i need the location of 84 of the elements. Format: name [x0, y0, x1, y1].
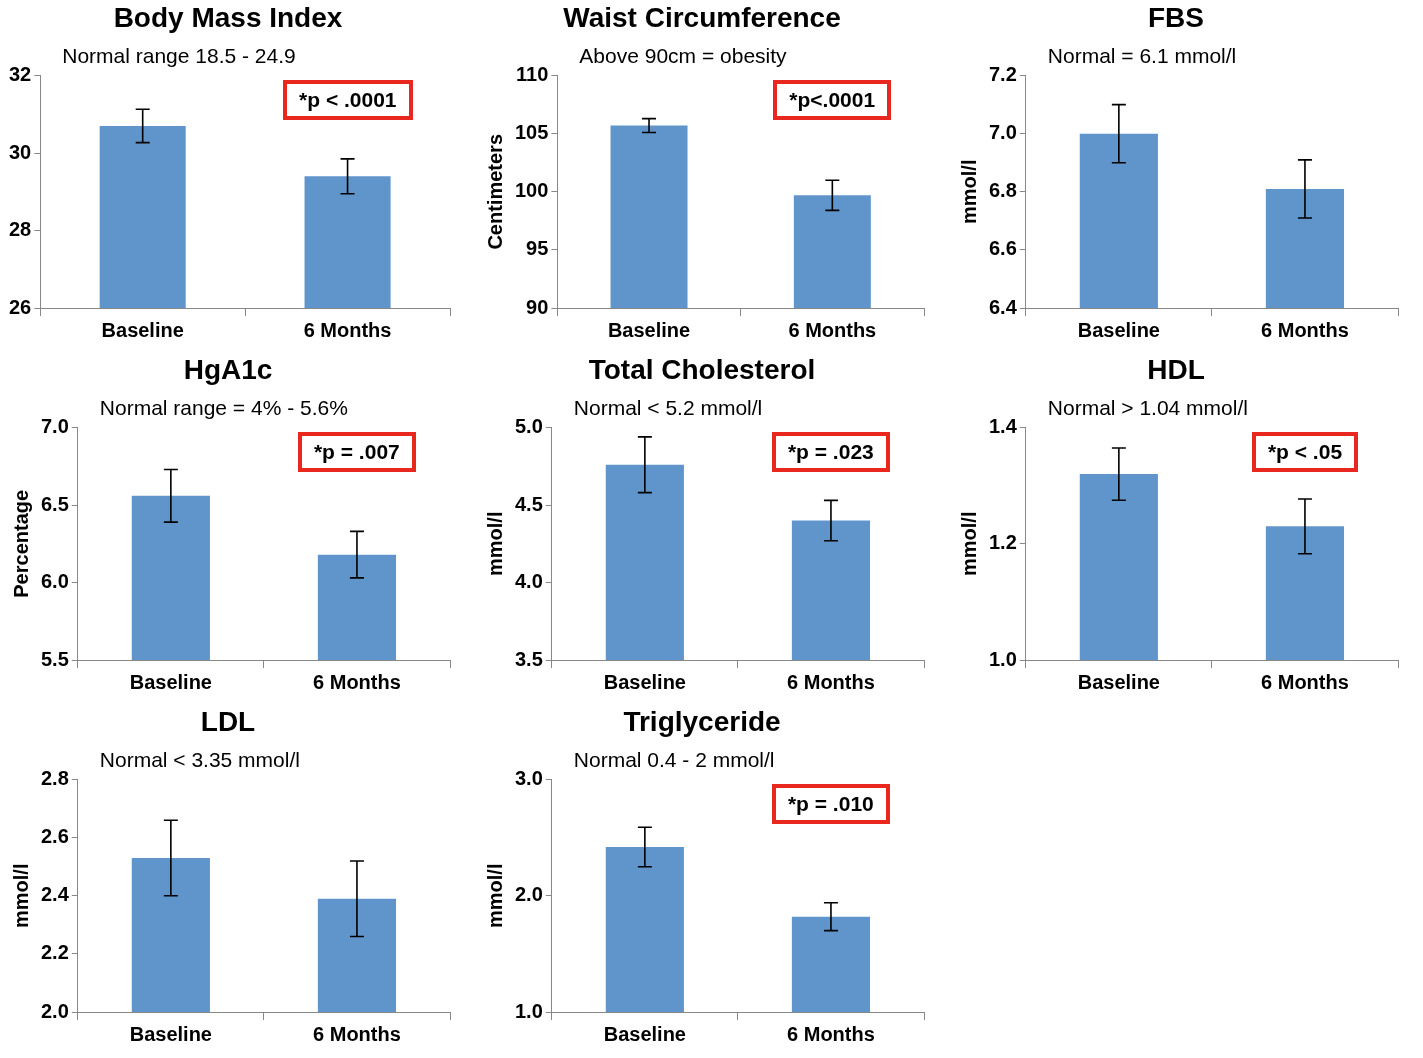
x-tick-label: 6 Months	[313, 670, 401, 693]
x-tick-label: 6 Months	[1261, 670, 1349, 693]
chart-title: Waist Circumference	[563, 1, 841, 33]
annotation: *p = .007	[313, 439, 400, 463]
text: Above 90cm = obesity	[579, 43, 787, 68]
y-tick-label: 90	[526, 295, 549, 318]
y-tick-label: 3.0	[514, 767, 543, 790]
y-tick-label: 6.8	[988, 179, 1017, 202]
chart-title: HgA1c	[183, 353, 273, 385]
annotation: *p = .023	[787, 439, 874, 463]
y-tick-label: 1.0	[514, 999, 543, 1022]
y-axis-title: mmol/l	[483, 511, 506, 577]
y-tick-label: 1.2	[988, 531, 1017, 554]
outline-box: *p = .023	[771, 431, 890, 472]
y-axis-title: mmol/l	[957, 159, 980, 225]
y-tick-label: 6.6	[988, 237, 1017, 260]
chart-title: Body Mass Index	[113, 1, 343, 33]
chart-title: HDL	[1147, 353, 1205, 385]
y-tick-label: 2.0	[514, 883, 543, 906]
y-tick-label: 6.5	[40, 492, 69, 515]
text: Normal 0.4 - 2 mmol/l	[573, 747, 775, 772]
y-tick-label: 4.0	[514, 570, 543, 593]
y-tick-label: 4.5	[514, 492, 543, 515]
y-tick-label: 5.5	[40, 647, 69, 670]
y-tick-label: 3.5	[514, 647, 543, 670]
x-tick-label: Baseline	[603, 1022, 686, 1045]
y-tick-label: 28	[9, 218, 32, 241]
text: Normal < 3.35 mmol/l	[99, 747, 300, 772]
x-tick-label: Baseline	[607, 318, 691, 341]
y-tick-label: 7.2	[988, 63, 1017, 86]
y-tick-label: 1.4	[988, 415, 1018, 438]
outline-box: *p = .007	[297, 431, 416, 472]
text: Normal range 18.5 - 24.9	[62, 43, 296, 68]
x-tick-label: Baseline	[1077, 670, 1160, 693]
y-tick-label: 6.4	[988, 295, 1018, 318]
x-tick-label: 6 Months	[313, 1022, 401, 1045]
outline-box: *p = .010	[771, 783, 890, 824]
y-tick-label: 100	[514, 179, 549, 202]
y-axis-title: mmol/l	[9, 863, 32, 929]
x-tick-label: Baseline	[603, 670, 686, 693]
chart-title: Triglyceride	[623, 705, 781, 737]
y-tick-label: 32	[9, 63, 32, 86]
y-tick-label: 5.0	[514, 415, 543, 438]
x-tick-label: Baseline	[1077, 318, 1160, 341]
y-tick-label: 95	[526, 237, 549, 260]
x-tick-label: Baseline	[129, 1022, 212, 1045]
x-tick-label: 6 Months	[1261, 318, 1349, 341]
annotation: *p < .05	[1267, 439, 1343, 463]
y-tick-label: 2.8	[40, 767, 69, 790]
y-tick-label: 2.2	[40, 941, 69, 964]
y-tick-label: 30	[9, 140, 32, 163]
x-tick-label: 6 Months	[787, 670, 875, 693]
y-tick-label: 2.0	[40, 999, 69, 1022]
y-tick-label: 1.0	[988, 647, 1017, 670]
y-axis-title: Percentage	[9, 489, 32, 598]
x-tick-label: Baseline	[129, 670, 212, 693]
x-tick-label: 6 Months	[303, 318, 392, 341]
x-tick-label: 6 Months	[788, 318, 877, 341]
text: Normal > 1.04 mmol/l	[1047, 395, 1248, 420]
y-tick-label: 6.0	[40, 570, 69, 593]
annotation: *p<.0001	[789, 87, 876, 111]
outline-box: *p < .05	[1251, 431, 1359, 472]
text: Normal < 5.2 mmol/l	[573, 395, 763, 420]
y-tick-label: 110	[516, 63, 549, 86]
y-axis-title: Centimeters	[483, 134, 506, 250]
text: Normal range = 4% - 5.6%	[99, 395, 348, 420]
chart-title: Total Cholesterol	[588, 353, 816, 385]
x-tick-label: 6 Months	[787, 1022, 875, 1045]
y-axis-title: mmol/l	[483, 863, 506, 929]
y-tick-label: 2.6	[40, 825, 69, 848]
chart-title: LDL	[200, 705, 256, 737]
annotation: *p < .0001	[299, 87, 397, 111]
annotation: *p = .010	[787, 791, 874, 815]
y-tick-label: 105	[514, 121, 549, 144]
y-tick-label: 7.0	[40, 415, 69, 438]
text: Normal = 6.1 mmol/l	[1047, 43, 1237, 68]
chart-title: FBS	[1148, 1, 1204, 33]
x-tick-label: Baseline	[101, 318, 184, 341]
y-tick-label: 7.0	[988, 121, 1017, 144]
outline-box: *p < .0001	[283, 79, 413, 120]
outline-box: *p<.0001	[773, 79, 892, 120]
y-tick-label: 26	[9, 295, 32, 318]
y-tick-label: 2.4	[40, 883, 70, 906]
y-axis-title: mmol/l	[957, 511, 980, 577]
